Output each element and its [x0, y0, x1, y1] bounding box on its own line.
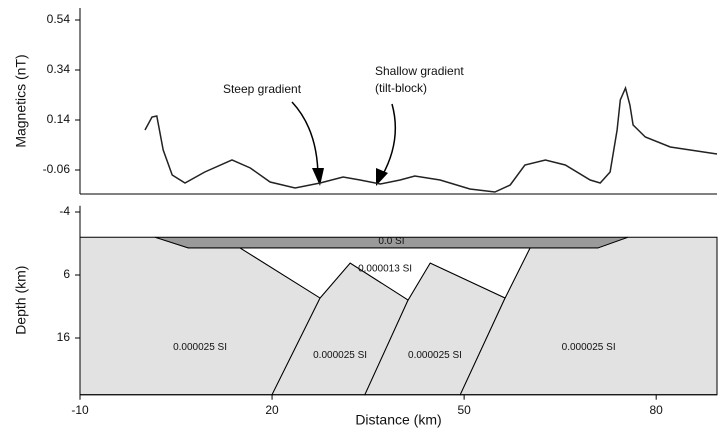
x-tick-label: -10 [71, 403, 89, 417]
block-label: 0.000013 SI [358, 263, 412, 274]
block-label: 0.000025 SI [313, 350, 367, 361]
section-block [238, 247, 531, 301]
y-axis-label: Depth (km) [13, 266, 29, 335]
block-label: 0.000025 SI [173, 342, 227, 353]
arrow-head [312, 168, 324, 186]
x-tick-label: 80 [650, 403, 664, 417]
block-label: 0.000025 SI [562, 342, 616, 353]
x-tick-label: 20 [265, 403, 279, 417]
annotation: Shallow gradient [375, 64, 464, 78]
arrow-head [376, 168, 388, 186]
y-tick-label: 0.54 [47, 12, 71, 26]
y-tick-label: 6 [63, 267, 70, 281]
arrow [381, 103, 397, 177]
y-axis-label: Magnetics (nT) [13, 54, 29, 147]
x-axis-label: Distance (km) [355, 411, 441, 427]
arrow [291, 101, 319, 179]
y-tick-label: -0.06 [43, 162, 71, 176]
block-label: 0.000025 SI [408, 350, 462, 361]
y-tick-label: 0.14 [47, 112, 71, 126]
annotation: Steep gradient [223, 82, 302, 96]
y-tick-label: 0.34 [47, 62, 71, 76]
x-tick-label: 50 [457, 403, 471, 417]
y-tick-label: 16 [57, 330, 71, 344]
magnetic-profile [144, 85, 718, 193]
annotation: (tilt-block) [375, 81, 427, 95]
y-tick-label: -4 [59, 204, 70, 218]
block-label: 0.0 SI [378, 236, 404, 247]
section-block [154, 236, 629, 249]
